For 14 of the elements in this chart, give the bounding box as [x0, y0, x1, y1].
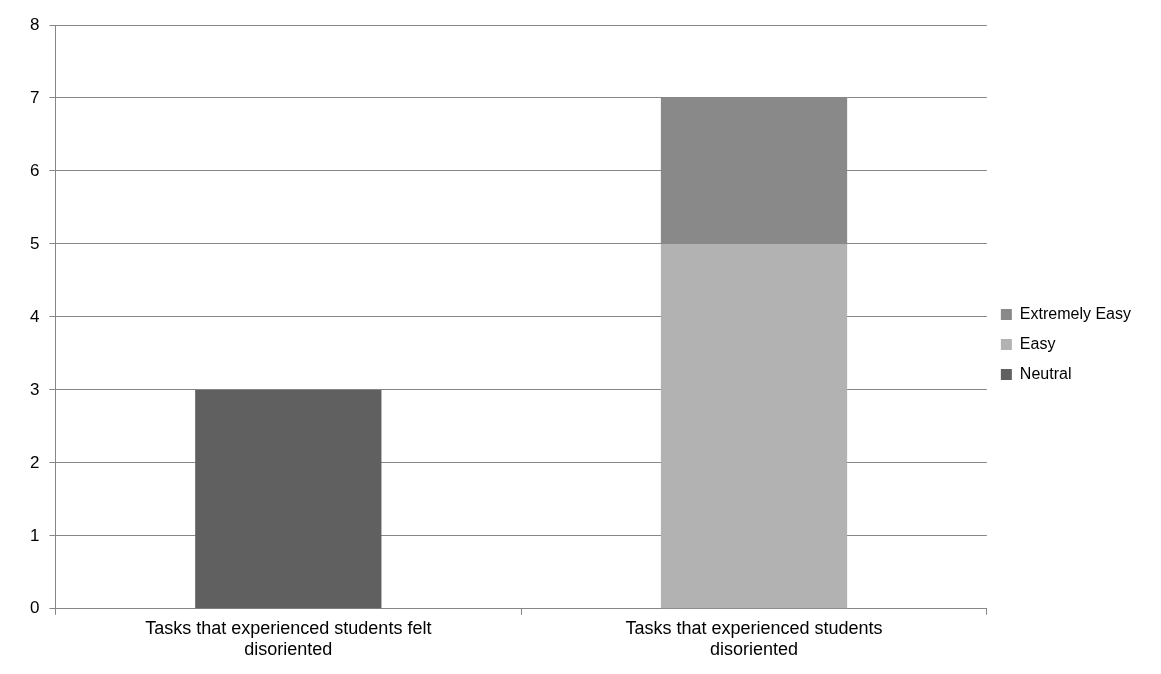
- legend-label: Neutral: [1019, 364, 1072, 382]
- x-tick-label: Tasks that experienced students felt disoriented: [145, 617, 432, 660]
- y-tick-label: 4: [29, 306, 40, 326]
- y-tick-label: 8: [29, 14, 40, 34]
- y-tick-label: 7: [29, 87, 40, 107]
- y-tick-label: 5: [29, 233, 40, 253]
- legend-label: Easy: [1019, 334, 1056, 352]
- y-tick-label: 1: [29, 525, 40, 545]
- y-tick-label: 2: [29, 452, 40, 472]
- x-tick-label: Tasks that experienced students disoriented: [625, 617, 883, 660]
- y-tick-label: 3: [29, 379, 40, 399]
- legend-label: Extremely Easy: [1019, 304, 1131, 322]
- y-tick-label: 6: [29, 160, 40, 180]
- y-tick-label: 0: [29, 598, 40, 618]
